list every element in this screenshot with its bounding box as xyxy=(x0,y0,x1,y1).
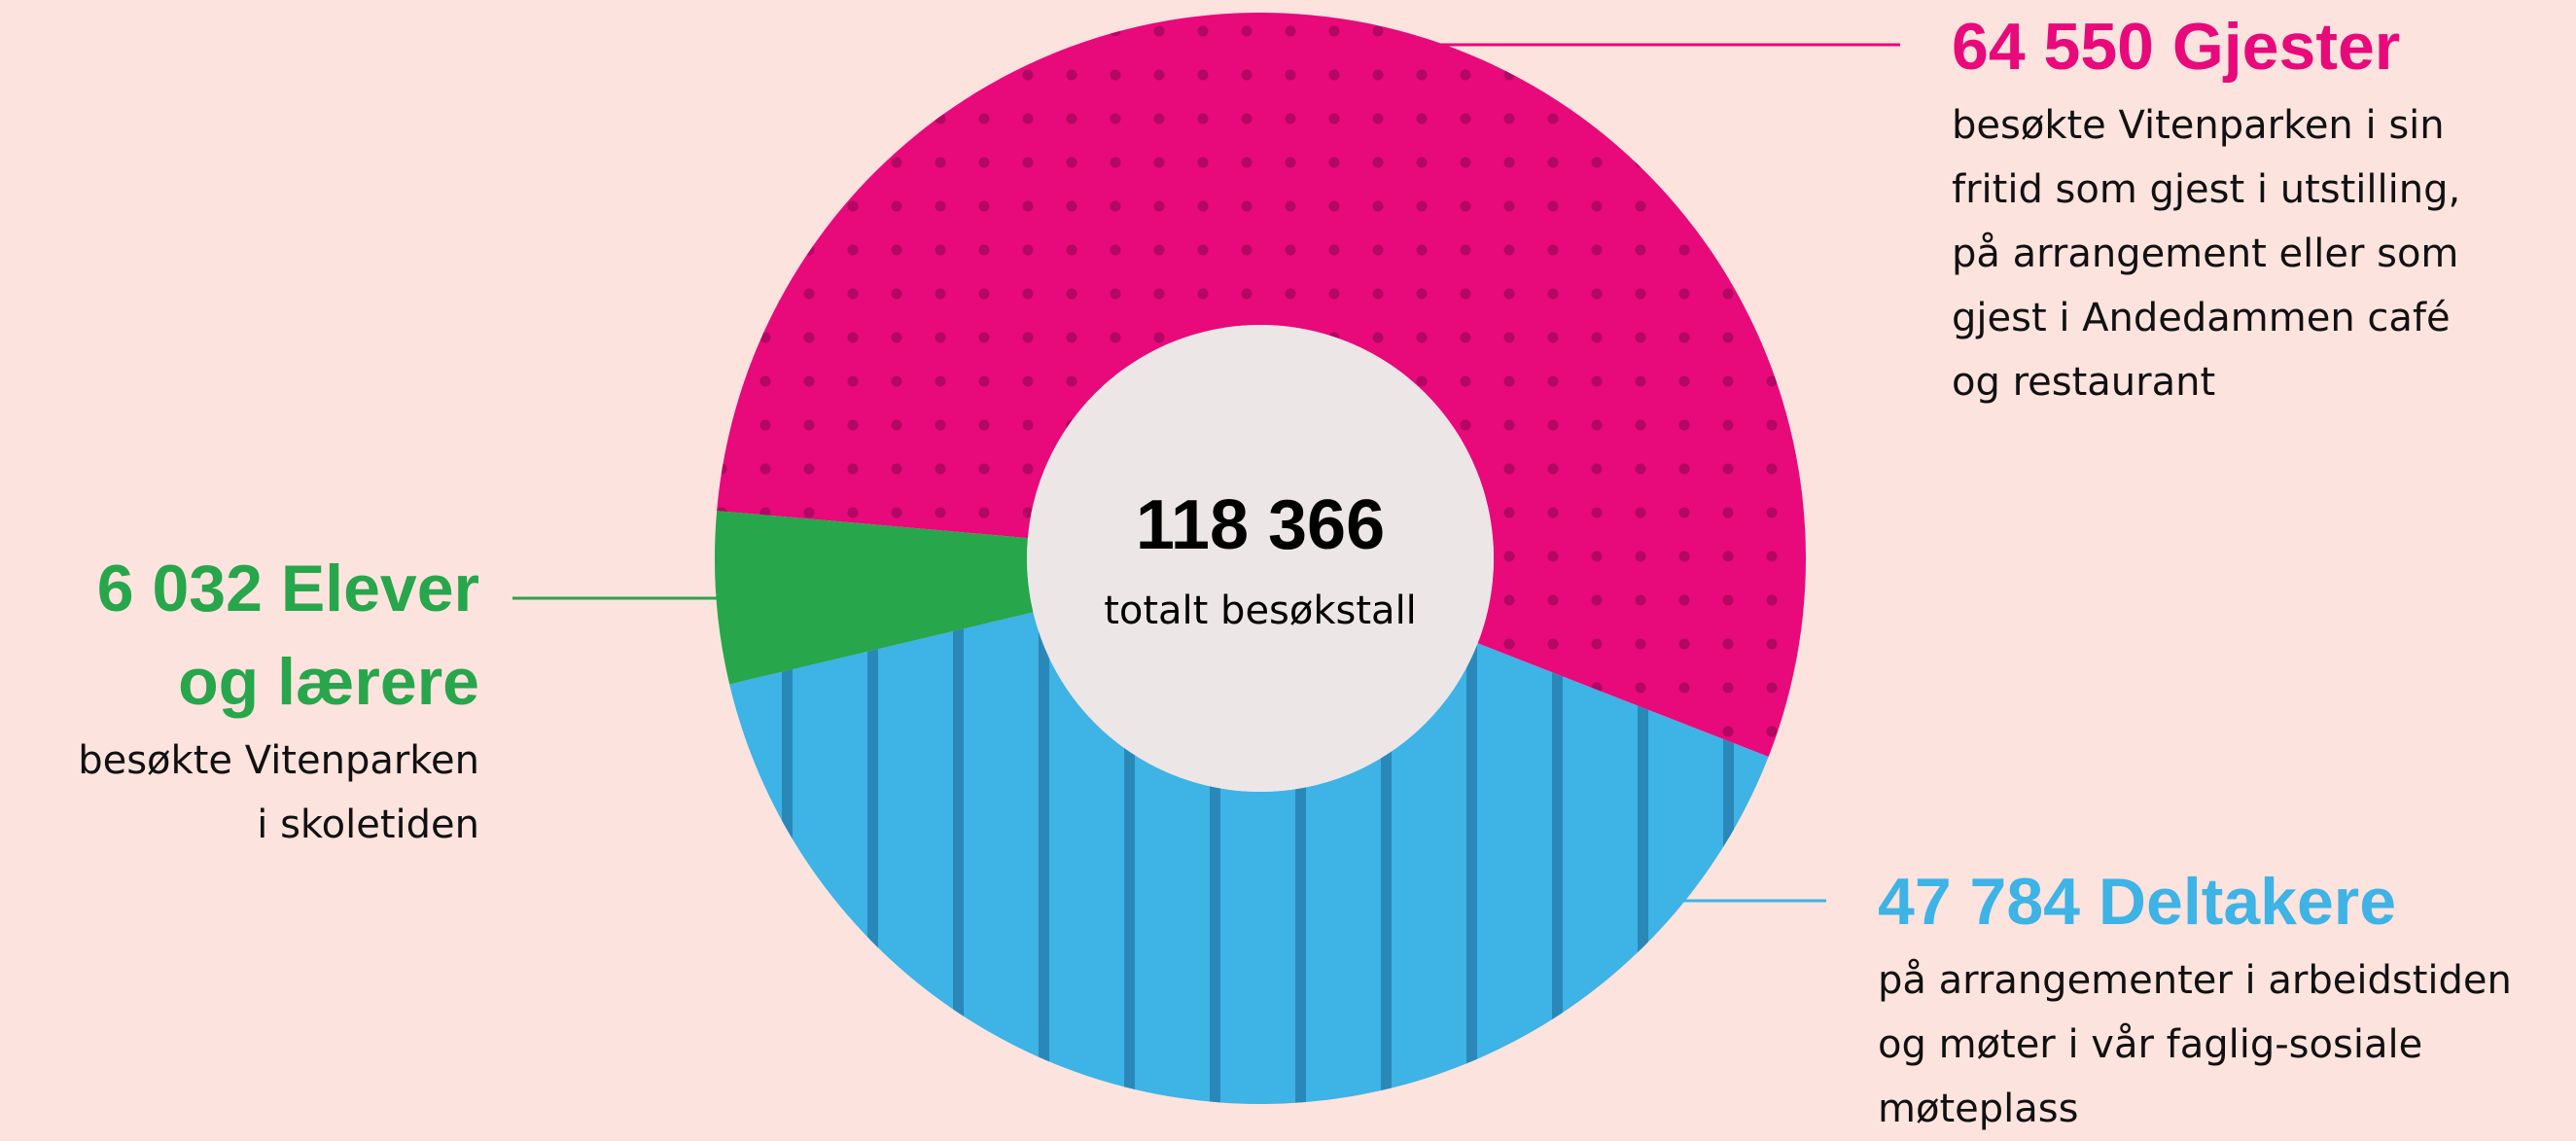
description-text: og møter i vår faglig-sosiale xyxy=(1878,1022,2423,1067)
label-block: 64 550 Gjester besøkte Vitenparken i sin f… xyxy=(1952,0,2574,414)
value-label: 6 032 xyxy=(96,552,263,625)
description-text: besøkte Vitenparken i sin xyxy=(1952,103,2445,148)
category-label: Deltakere xyxy=(2098,865,2397,939)
value-label: 47 784 xyxy=(1878,865,2080,939)
slice-pattern xyxy=(717,12,1806,757)
description-line: i skoletiden xyxy=(18,793,479,857)
description-text: fritid som gjest i utstilling, xyxy=(1952,167,2461,212)
donut-hole xyxy=(1027,325,1494,792)
label-heading: 64 550 Gjester xyxy=(1952,0,2574,93)
center-value: 118 366 xyxy=(1135,486,1386,564)
value-label: 64 550 xyxy=(1952,10,2154,84)
description-line: fritid som gjest i utstilling, xyxy=(1952,158,2574,222)
description-text: besøkte Vitenparken xyxy=(78,738,479,783)
description-text: møteplass xyxy=(1878,1087,2079,1131)
category-label: Gjester xyxy=(2171,10,2401,84)
label-heading: 47 784 Deltakere xyxy=(1878,855,2576,948)
description-line: møteplass xyxy=(1878,1077,2576,1141)
center-text: totalt besøkstall xyxy=(1104,588,1417,633)
description-line: besøkte Vitenparken xyxy=(18,729,479,793)
description-text: gjest i Andedammen café xyxy=(1952,296,2451,340)
description-line: på arrangement eller som xyxy=(1952,222,2574,286)
description-line: gjest i Andedammen café xyxy=(1952,286,2574,350)
description-text: på arrangement eller som xyxy=(1952,232,2459,276)
slice-pattern xyxy=(729,612,1769,1104)
slice xyxy=(715,511,1034,685)
description-line: på arrangementer i arbeidstiden xyxy=(1878,948,2576,1013)
label-block: 6 032 Elever og lærere besøkte Vitenparke… xyxy=(18,542,479,857)
donut xyxy=(715,12,1806,1104)
description-text: og restaurant xyxy=(1952,360,2216,405)
description-line: og møter i vår faglig-sosiale xyxy=(1878,1013,2576,1077)
description-text: på arrangementer i arbeidstiden xyxy=(1878,958,2512,1003)
label-heading: 6 032 Elever og lærere xyxy=(18,542,479,729)
description-line: besøkte Vitenparken i sin xyxy=(1952,93,2574,158)
label-block: 47 784 Deltakere på arrangementer i arbei… xyxy=(1878,855,2576,1141)
category-label: Elever og lærere xyxy=(178,552,479,719)
description-line: og restaurant xyxy=(1952,350,2574,414)
description-text: i skoletiden xyxy=(257,802,479,847)
